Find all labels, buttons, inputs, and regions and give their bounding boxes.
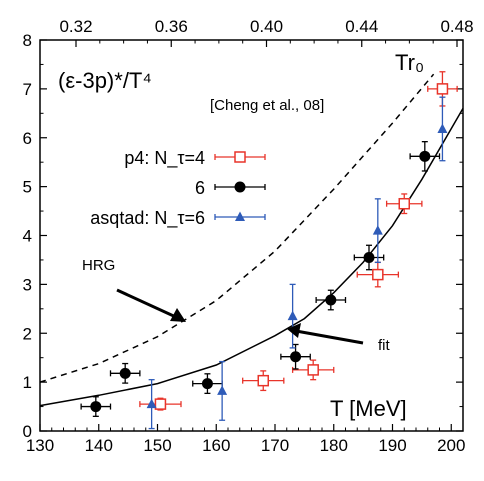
legend-marker xyxy=(235,211,245,221)
y-tick-label: 0 xyxy=(23,422,32,441)
data-point xyxy=(363,251,375,263)
annotation-fit: fit xyxy=(378,337,391,354)
legend-label: p4: N_τ=4 xyxy=(124,148,205,169)
data-point xyxy=(201,378,213,390)
x-tick-label: 200 xyxy=(437,436,465,455)
top-tick-label: 0.36 xyxy=(155,17,188,36)
y-axis-label: (ε-3p)*/T⁴ xyxy=(58,68,152,93)
x-tick-label: 190 xyxy=(378,436,406,455)
y-tick-label: 4 xyxy=(23,227,32,246)
hrg-arrow-head xyxy=(170,308,186,322)
top-axis-label: Tr₀ xyxy=(395,50,424,75)
fit-arrow-shaft xyxy=(295,329,364,345)
y-tick-label: 7 xyxy=(23,80,32,99)
data-point xyxy=(398,197,410,210)
legend-marker xyxy=(234,181,246,193)
citation: [Cheng et al., 08] xyxy=(210,97,324,114)
x-tick-label: 160 xyxy=(202,436,230,455)
data-point xyxy=(372,268,384,281)
y-tick-label: 8 xyxy=(23,31,32,50)
data-point xyxy=(154,398,167,410)
top-tick-label: 0.48 xyxy=(440,17,473,36)
series-1 xyxy=(80,141,441,417)
annotation-hrg: HRG xyxy=(82,257,115,274)
top-tick-label: 0.32 xyxy=(59,17,92,36)
data-point xyxy=(419,150,431,162)
top-tick-label: 0.44 xyxy=(345,17,378,36)
data-point xyxy=(146,398,157,409)
annotation-arrows xyxy=(116,288,364,345)
legend: p4: N_τ=4 6 asqtad: N_τ=6 xyxy=(90,148,266,229)
curve-fit xyxy=(39,108,464,407)
hrg-arrow-shaft xyxy=(116,288,179,320)
x-axis-label: T [MeV] xyxy=(330,396,407,421)
data-point xyxy=(436,83,449,95)
y-tick-label: 1 xyxy=(23,373,32,392)
data-point xyxy=(325,294,337,306)
data-point xyxy=(217,385,228,395)
x-tick-label: 140 xyxy=(85,436,113,455)
x-tick-label: 130 xyxy=(26,436,54,455)
data-series xyxy=(80,71,458,430)
curve-hrg xyxy=(39,73,435,383)
axes: 130 140 150 160 170 180 190 200 0 1 2 3 4 5 6 7 8 0.32 0.3… xyxy=(23,17,474,455)
legend-label: 6 xyxy=(195,178,205,198)
y-tick-label: 6 xyxy=(23,129,32,148)
x-tick-label: 150 xyxy=(143,436,171,455)
x-tick-label: 170 xyxy=(261,436,289,455)
series-2 xyxy=(146,96,448,430)
y-tick-label: 5 xyxy=(23,178,32,197)
legend-label: asqtad: N_τ=6 xyxy=(90,208,205,229)
x-tick-label: 180 xyxy=(320,436,348,455)
data-point xyxy=(119,367,131,379)
curves xyxy=(39,73,464,407)
y-tick-label: 3 xyxy=(23,275,32,294)
data-point xyxy=(437,123,448,133)
data-point xyxy=(372,225,383,235)
y-tick-label: 2 xyxy=(23,324,32,343)
data-point xyxy=(287,310,298,321)
legend-marker xyxy=(234,151,246,163)
series-0 xyxy=(139,71,458,411)
data-point xyxy=(307,364,319,376)
data-point xyxy=(257,374,269,387)
top-tick-label: 0.40 xyxy=(250,17,283,36)
data-point xyxy=(90,401,102,413)
labels: (ε-3p)*/T⁴ Tr₀ T [MeV] [Cheng et al., 08… xyxy=(58,50,424,421)
fit-arrow-head xyxy=(287,323,301,338)
data-point xyxy=(290,351,302,363)
